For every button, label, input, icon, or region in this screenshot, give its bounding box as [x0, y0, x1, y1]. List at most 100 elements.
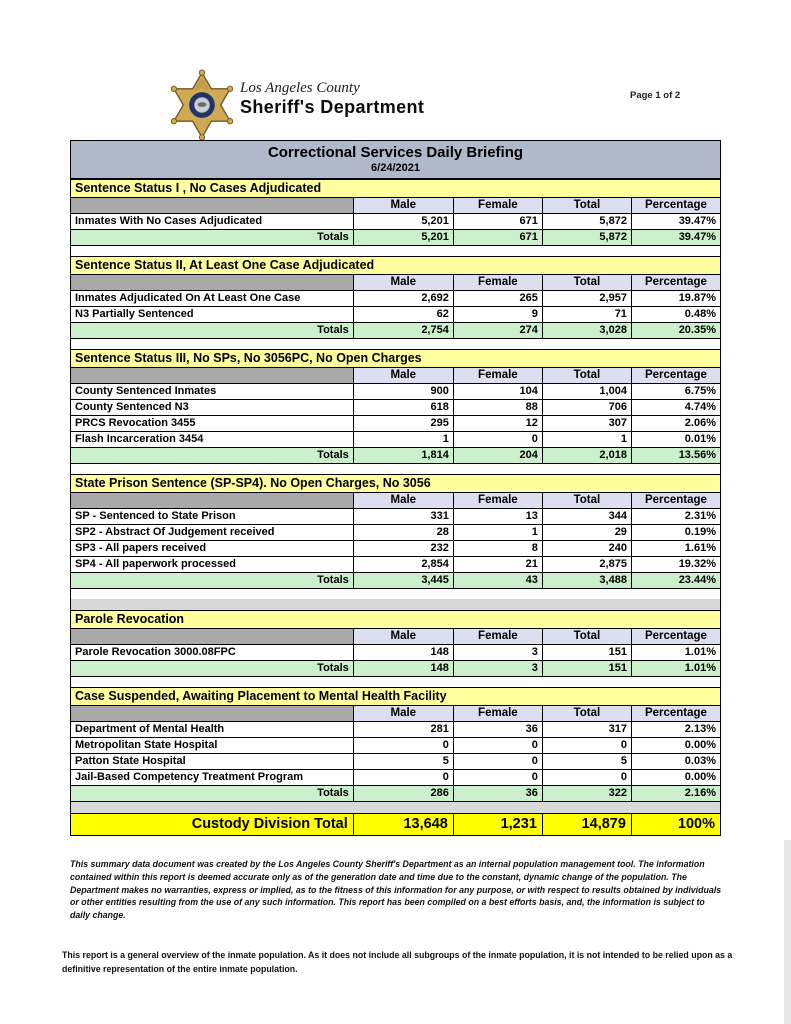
report-body: Correctional Services Daily Briefing 6/2… — [70, 140, 722, 836]
row-label: Patton State Hospital — [70, 753, 354, 770]
column-header: Female — [452, 274, 543, 291]
column-header: Percentage — [630, 274, 722, 291]
row-value: 1 — [541, 431, 632, 448]
report-title-bar: Correctional Services Daily Briefing 6/2… — [70, 140, 721, 179]
row-value: 104 — [452, 383, 543, 400]
row-value: 1.61% — [630, 540, 722, 557]
row-value: 295 — [352, 415, 454, 432]
grand-total-value: 1,231 — [452, 813, 543, 836]
totals-value: 5,872 — [541, 229, 632, 246]
row-value: 618 — [352, 399, 454, 416]
grand-total-table: Custody Division Total 13,648 1,231 14,879 1… — [70, 813, 722, 836]
totals-value: 3,488 — [541, 572, 632, 589]
row-value: 88 — [452, 399, 543, 416]
table-row: SP - Sentenced to State Prison 331 13 344 2.… — [70, 508, 722, 525]
column-header: Male — [352, 197, 454, 214]
column-header: Total — [541, 628, 632, 645]
section-title: State Prison Sentence (SP-SP4). No Open … — [70, 474, 721, 493]
row-value: 240 — [541, 540, 632, 557]
column-header: Male — [352, 628, 454, 645]
column-header-row: Male Female Total Percentage — [70, 705, 722, 722]
section-gap — [70, 599, 721, 610]
column-header: Total — [541, 367, 632, 384]
totals-label: Totals — [70, 322, 354, 339]
totals-value: 204 — [452, 447, 543, 464]
section-title: Sentence Status III, No SPs, No 3056PC, … — [70, 349, 721, 368]
section-title: Sentence Status I , No Cases Adjudicated — [70, 179, 721, 198]
row-value: 0.03% — [630, 753, 722, 770]
row-label: Inmates With No Cases Adjudicated — [70, 213, 354, 230]
brand-county: Los Angeles County — [240, 80, 360, 96]
table-row: PRCS Revocation 3455 295 12 307 2.06% — [70, 415, 722, 432]
row-value: 0.00% — [630, 769, 722, 786]
row-label: Jail-Based Competency Treatment Program — [70, 769, 354, 786]
row-label: County Sentenced N3 — [70, 399, 354, 416]
row-value: 62 — [352, 306, 454, 323]
table-row: SP2 - Abstract Of Judgement received 28 1 2… — [70, 524, 722, 541]
row-label: Flash Incarceration 3454 — [70, 431, 354, 448]
table-row: Department of Mental Health 281 36 317 2.13% — [70, 721, 722, 738]
section-header-row: Sentence Status III, No SPs, No 3056PC, … — [70, 349, 721, 368]
section-table: Case Suspended, Awaiting Placement to Me… — [70, 687, 722, 802]
column-header: Percentage — [630, 367, 722, 384]
grand-total-label: Custody Division Total — [70, 813, 354, 836]
row-value: 0 — [452, 753, 543, 770]
column-header-row: Male Female Total Percentage — [70, 197, 722, 214]
table-row: Patton State Hospital 5 0 5 0.03% — [70, 753, 722, 770]
column-header: Female — [452, 492, 543, 509]
section-table: Sentence Status III, No SPs, No 3056PC, … — [70, 349, 722, 464]
row-value: 307 — [541, 415, 632, 432]
totals-value: 1,814 — [352, 447, 454, 464]
brand-department: Sheriff's Department — [240, 97, 425, 117]
table-row: N3 Partially Sentenced 62 9 71 0.48% — [70, 306, 722, 323]
totals-label: Totals — [70, 660, 354, 677]
section-gap — [70, 589, 721, 599]
column-header: Male — [352, 274, 454, 291]
column-header: Male — [352, 705, 454, 722]
overview-text: This report is a general overview of the… — [62, 950, 733, 975]
column-header-row: Male Female Total Percentage — [70, 367, 722, 384]
row-value: 71 — [541, 306, 632, 323]
totals-row: Totals 286 36 322 2.16% — [70, 785, 722, 802]
row-value: 2,854 — [352, 556, 454, 573]
totals-row: Totals 3,445 43 3,488 23.44% — [70, 572, 722, 589]
row-label: SP3 - All papers received — [70, 540, 354, 557]
table-row: County Sentenced N3 618 88 706 4.74% — [70, 399, 722, 416]
row-value: 2.31% — [630, 508, 722, 525]
section-gap — [70, 339, 721, 349]
row-value: 0 — [541, 769, 632, 786]
column-header-stub — [70, 367, 354, 384]
row-label: Inmates Adjudicated On At Least One Case — [70, 290, 354, 307]
column-header-row: Male Female Total Percentage — [70, 628, 722, 645]
totals-value: 20.35% — [630, 322, 722, 339]
column-header: Percentage — [630, 197, 722, 214]
row-value: 4.74% — [630, 399, 722, 416]
row-label: PRCS Revocation 3455 — [70, 415, 354, 432]
column-header-row: Male Female Total Percentage — [70, 274, 722, 291]
column-header-stub — [70, 492, 354, 509]
grand-total-value: 13,648 — [352, 813, 454, 836]
totals-value: 2,018 — [541, 447, 632, 464]
totals-value: 3,445 — [352, 572, 454, 589]
row-value: 39.47% — [630, 213, 722, 230]
grand-total-value: 100% — [630, 813, 722, 836]
row-value: 0.00% — [630, 737, 722, 754]
row-value: 13 — [452, 508, 543, 525]
totals-label: Totals — [70, 572, 354, 589]
row-value: 2,692 — [352, 290, 454, 307]
totals-label: Totals — [70, 785, 354, 802]
column-header-stub — [70, 705, 354, 722]
scan-edge-artifact — [784, 840, 791, 1024]
section-gap — [70, 246, 721, 256]
row-label: Metropolitan State Hospital — [70, 737, 354, 754]
totals-value: 39.47% — [630, 229, 722, 246]
row-value: 5 — [352, 753, 454, 770]
totals-value: 3 — [452, 660, 543, 677]
row-value: 0 — [452, 431, 543, 448]
column-header: Total — [541, 274, 632, 291]
row-value: 19.87% — [630, 290, 722, 307]
row-value: 151 — [541, 644, 632, 661]
section-gap — [70, 677, 721, 687]
row-label: Department of Mental Health — [70, 721, 354, 738]
